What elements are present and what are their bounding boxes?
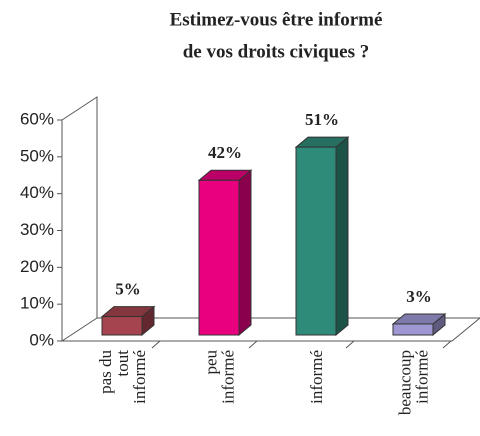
value-label: 5% [115,279,141,298]
x-tick-label: tout [113,350,132,377]
category-separator [151,340,161,349]
bar-front [295,146,337,336]
chart-title: Estimez-vous être informé [170,9,383,30]
y-tick-label: 30% [20,220,54,239]
y-tick-label: 20% [20,257,54,276]
bar-side [238,169,252,337]
x-tick-label: peu [201,350,220,375]
y-tick-label: 0% [29,330,54,349]
category-separator [442,340,452,349]
bar-front [198,179,240,336]
chart-title: de vos droits civiques ? [183,41,370,62]
y-tick-label: 40% [20,183,54,202]
category-separator [345,340,355,349]
bar-side [335,136,349,337]
y-tick-label: 10% [20,294,54,313]
x-tick-label: informé [412,350,431,404]
x-tick-label: informé [307,350,326,404]
bar [100,305,156,337]
x-tick-label: beaucoup [395,350,414,415]
category-separator [248,340,258,349]
x-tick-label: informé [218,350,237,404]
back-wall [61,96,480,319]
bar [197,169,253,337]
x-tick-label: pas du [96,350,115,394]
value-label: 3% [406,287,432,306]
y-tick-label: 50% [20,146,54,165]
floor-edge [61,317,98,342]
bar [294,136,350,337]
bar [391,312,447,337]
bar-front [392,323,434,336]
y-tick-label: 60% [20,109,54,128]
value-label: 51% [305,110,339,129]
x-tick-label: informé [130,350,149,404]
bar-front [101,316,143,336]
value-label: 42% [208,143,242,162]
